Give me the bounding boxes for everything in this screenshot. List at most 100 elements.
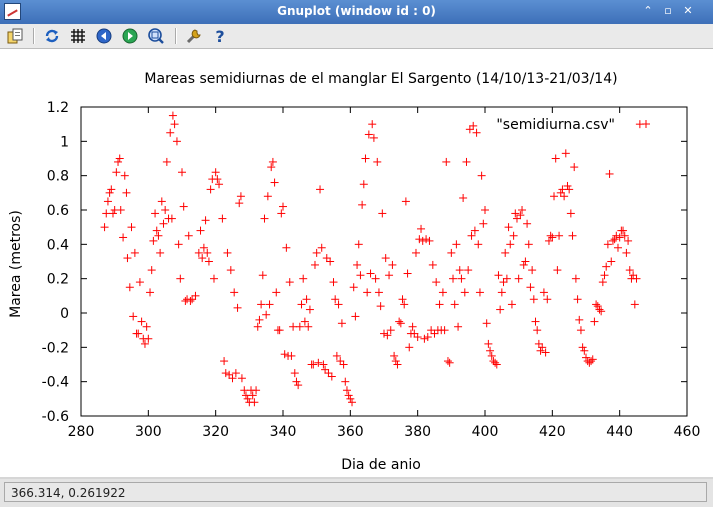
data-point (398, 295, 407, 304)
data-point (253, 322, 262, 331)
data-point (624, 236, 633, 245)
data-point (479, 219, 488, 228)
data-point (162, 157, 171, 166)
data-point (368, 120, 377, 129)
scatter-chart[interactable]: Mareas semidiurnas de el manglar El Sarg… (0, 49, 713, 477)
window-titlebar[interactable]: Gnuplot (window id : 0) ⌃ ▫ ✕ (0, 0, 713, 24)
data-point (411, 248, 420, 257)
help-icon[interactable]: ? (211, 27, 229, 45)
legend-label: "semidiurna.csv" (496, 117, 615, 133)
data-point (454, 322, 463, 331)
y-tick-label: 1.2 (47, 100, 69, 116)
close-icon[interactable]: ✕ (683, 4, 693, 17)
data-point (364, 130, 373, 139)
data-point (159, 219, 168, 228)
data-point (115, 154, 124, 163)
data-point (499, 278, 508, 287)
data-point (561, 149, 570, 158)
data-point (496, 305, 505, 314)
data-point (528, 266, 537, 275)
data-point (346, 394, 355, 403)
data-point (546, 231, 555, 240)
data-point (487, 351, 496, 360)
data-point (166, 128, 175, 137)
data-point (116, 206, 125, 214)
data-point (319, 360, 328, 369)
data-point (322, 254, 331, 263)
data-point (294, 381, 303, 390)
data-point (146, 288, 155, 297)
data-point (125, 283, 134, 292)
data-point (486, 346, 495, 355)
data-point (635, 120, 644, 129)
plot-canvas[interactable]: Mareas semidiurnas de el manglar El Sarg… (0, 49, 713, 477)
y-tick-label: -0.2 (42, 340, 69, 356)
data-point (541, 348, 550, 357)
data-point (625, 266, 634, 275)
replot-icon[interactable] (43, 27, 61, 45)
data-point (257, 300, 266, 309)
copy-icon[interactable] (6, 27, 24, 45)
data-point (464, 266, 473, 275)
data-point (152, 226, 161, 235)
data-point (469, 121, 478, 130)
data-point (361, 154, 370, 163)
x-tick-label: 340 (270, 424, 297, 440)
data-point (206, 185, 215, 194)
data-point (573, 295, 582, 304)
zoom-prev-icon[interactable] (95, 27, 113, 45)
data-point (385, 271, 394, 280)
data-point (518, 206, 527, 214)
zoom-next-icon[interactable] (121, 27, 139, 45)
data-point (295, 322, 304, 331)
data-point (608, 236, 617, 245)
plot-frame (80, 106, 688, 417)
toolbar: ? (0, 24, 713, 49)
data-point (103, 197, 112, 206)
data-point (405, 343, 414, 352)
autoscale-icon[interactable] (147, 27, 165, 45)
shade-icon[interactable]: ⌃ (643, 4, 653, 17)
data-point (300, 317, 309, 326)
data-point (543, 295, 552, 304)
x-tick-label: 320 (202, 424, 229, 440)
x-tick-label: 440 (606, 424, 633, 440)
maximize-icon[interactable]: ▫ (664, 4, 672, 17)
data-point (135, 278, 144, 287)
data-point (378, 209, 387, 218)
data-point (467, 231, 476, 240)
data-point (236, 192, 245, 201)
data-point (374, 288, 383, 297)
data-point (105, 188, 114, 197)
data-point (304, 322, 313, 331)
gnuplot-app-icon[interactable] (4, 3, 21, 20)
y-tick-label: 0.2 (47, 272, 69, 288)
data-point (430, 329, 439, 338)
data-point (575, 315, 584, 324)
data-point (501, 248, 510, 257)
data-point (425, 236, 434, 245)
data-point (211, 168, 220, 177)
data-point (337, 319, 346, 328)
options-icon[interactable] (185, 27, 203, 45)
data-point (459, 193, 468, 202)
data-point (443, 357, 452, 366)
data-point (497, 288, 506, 297)
data-point (598, 278, 607, 287)
data-point (270, 178, 279, 187)
data-point (194, 248, 203, 257)
data-point (252, 386, 261, 395)
data-point (332, 351, 341, 360)
data-point (191, 291, 200, 300)
data-point (447, 248, 456, 257)
data-point (506, 240, 515, 249)
grid-icon[interactable] (69, 27, 87, 45)
data-point (331, 295, 340, 304)
data-point (395, 317, 404, 326)
data-point (243, 394, 252, 403)
data-point (356, 271, 365, 280)
data-point (324, 369, 333, 378)
data-point (140, 339, 149, 348)
data-point (494, 271, 503, 280)
data-point (465, 125, 474, 134)
